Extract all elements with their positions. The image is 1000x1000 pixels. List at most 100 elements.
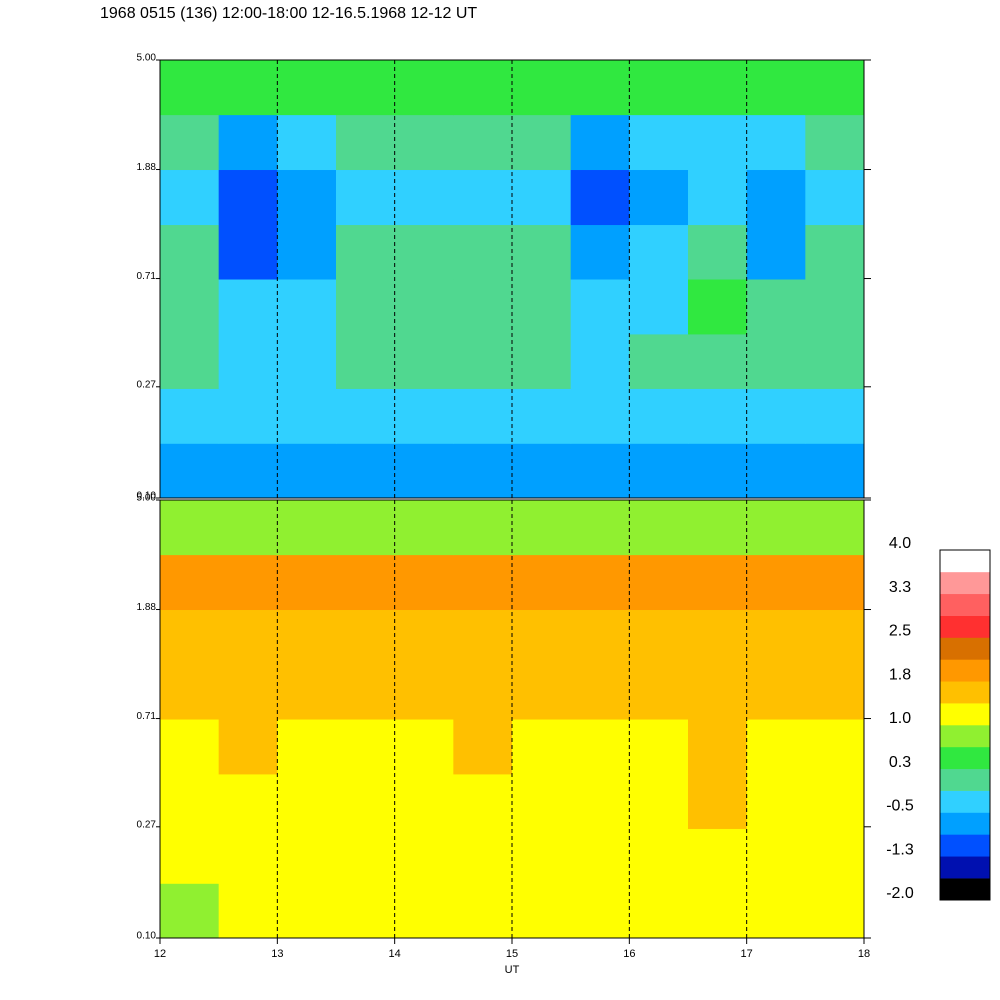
heat-cell xyxy=(160,333,220,389)
y-tick-label: 1.88 xyxy=(137,602,157,613)
heat-cell xyxy=(688,883,748,939)
x-tick-label: 16 xyxy=(623,948,635,960)
heat-cell xyxy=(453,609,513,666)
heat-cell xyxy=(805,883,865,939)
heat-cell xyxy=(218,443,278,499)
heat-cell xyxy=(512,500,572,556)
heat-cell xyxy=(688,60,748,116)
heat-cell xyxy=(336,773,396,829)
heat-cell xyxy=(629,883,689,939)
heat-cell xyxy=(277,224,337,280)
heat-cell xyxy=(160,114,220,171)
heat-cell xyxy=(336,388,396,444)
x-tick-label: 14 xyxy=(389,948,401,960)
heat-cell xyxy=(629,443,689,499)
heat-cell xyxy=(805,609,865,666)
heat-cell xyxy=(336,554,396,611)
heat-cell xyxy=(453,773,513,829)
heat-cell xyxy=(512,114,572,171)
heat-cell xyxy=(218,554,278,611)
heat-cell xyxy=(218,883,278,939)
heat-cell xyxy=(570,773,630,829)
x-axis-label: UT xyxy=(505,964,520,976)
heat-cell xyxy=(453,500,513,556)
y-tick-label: 0.71 xyxy=(137,711,157,722)
heat-cell xyxy=(512,60,572,116)
color-swatch xyxy=(940,812,990,835)
colorbar-label: 1.0 xyxy=(889,710,911,727)
heat-cell xyxy=(218,114,278,171)
heat-cell xyxy=(453,664,513,720)
color-swatch xyxy=(940,659,990,682)
heat-cell xyxy=(277,719,337,775)
heat-cell xyxy=(453,554,513,611)
heat-cell xyxy=(277,114,337,171)
heat-cell xyxy=(746,333,806,389)
colorbar-label: -1.3 xyxy=(886,841,914,858)
heat-cell xyxy=(336,719,396,775)
heat-cell xyxy=(805,719,865,775)
heat-cell xyxy=(805,773,865,829)
color-swatch xyxy=(940,637,990,660)
x-tick-label: 12 xyxy=(154,948,166,960)
y-tick-label: 5.00 xyxy=(137,493,157,504)
heat-cell xyxy=(160,664,220,720)
heat-cell xyxy=(512,279,572,335)
heat-cell xyxy=(160,224,220,280)
colorbar-label: 1.8 xyxy=(889,666,911,683)
heat-cell xyxy=(570,114,630,171)
heat-cell xyxy=(160,883,220,939)
heat-cell xyxy=(688,443,748,499)
color-swatch xyxy=(940,550,990,573)
heat-cell xyxy=(688,828,748,884)
heat-cell xyxy=(336,500,396,556)
heat-cell xyxy=(629,664,689,720)
color-swatch xyxy=(940,681,990,704)
heat-cell xyxy=(512,883,572,939)
heat-cell xyxy=(629,60,689,116)
heat-cell xyxy=(570,279,630,335)
heat-cell xyxy=(805,60,865,116)
heat-cell xyxy=(277,500,337,556)
heat-cell xyxy=(512,664,572,720)
heat-cell xyxy=(805,279,865,335)
heat-cell xyxy=(277,60,337,116)
heat-cell xyxy=(453,169,513,226)
heat-cell xyxy=(160,773,220,829)
heat-cell xyxy=(453,828,513,884)
heat-cell xyxy=(629,773,689,829)
heat-cell xyxy=(394,664,454,720)
heat-cell xyxy=(218,169,278,226)
heat-cell xyxy=(688,500,748,556)
heat-cell xyxy=(805,333,865,389)
heat-cell xyxy=(629,114,689,171)
heat-cell xyxy=(512,773,572,829)
heat-cell xyxy=(570,554,630,611)
heat-cell xyxy=(277,388,337,444)
heat-cell xyxy=(160,388,220,444)
heat-cell xyxy=(805,169,865,226)
x-tick-label: 13 xyxy=(271,948,283,960)
heat-cell xyxy=(512,169,572,226)
heat-cell xyxy=(453,114,513,171)
heat-cell xyxy=(218,609,278,666)
heat-cell xyxy=(688,664,748,720)
heat-cell xyxy=(218,224,278,280)
color-swatch xyxy=(940,703,990,726)
y-tick-label: 0.71 xyxy=(137,271,157,282)
heat-cell xyxy=(688,388,748,444)
heat-cell xyxy=(512,333,572,389)
heat-cell xyxy=(277,443,337,499)
heat-cell xyxy=(570,169,630,226)
heat-cell xyxy=(746,114,806,171)
heat-cell xyxy=(336,664,396,720)
heat-cell xyxy=(394,333,454,389)
heat-cell xyxy=(218,388,278,444)
heat-cell xyxy=(160,279,220,335)
color-swatch xyxy=(940,615,990,638)
heat-cell xyxy=(218,333,278,389)
colorbar-frame xyxy=(939,549,991,901)
heat-cell xyxy=(746,664,806,720)
heat-cell xyxy=(805,224,865,280)
chart-title: 1968 0515 (136) 12:00-18:00 12-16.5.1968… xyxy=(100,5,477,22)
